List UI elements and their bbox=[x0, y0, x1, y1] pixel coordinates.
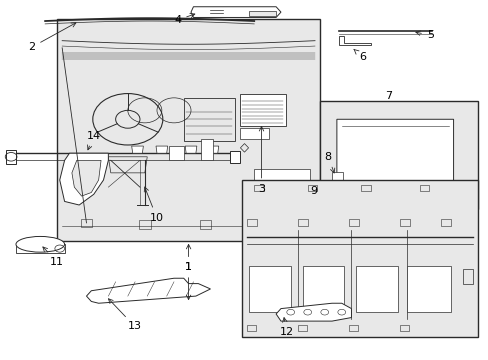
Bar bbox=[297, 219, 307, 226]
Bar bbox=[246, 325, 255, 331]
Bar bbox=[81, 219, 92, 227]
Bar bbox=[57, 19, 319, 241]
Bar bbox=[183, 98, 234, 141]
Bar bbox=[239, 128, 268, 139]
Polygon shape bbox=[249, 12, 276, 17]
Bar bbox=[297, 325, 306, 331]
Polygon shape bbox=[16, 244, 64, 253]
Bar bbox=[399, 325, 408, 331]
Bar bbox=[242, 180, 477, 337]
Polygon shape bbox=[131, 146, 143, 153]
Bar bbox=[169, 146, 183, 160]
Polygon shape bbox=[60, 153, 108, 205]
Bar bbox=[307, 185, 317, 191]
Text: 14: 14 bbox=[86, 131, 101, 150]
Bar bbox=[254, 185, 264, 191]
Text: 8: 8 bbox=[324, 152, 334, 173]
Ellipse shape bbox=[16, 237, 64, 252]
Polygon shape bbox=[156, 146, 167, 153]
Text: 4: 4 bbox=[174, 13, 194, 25]
Bar bbox=[348, 219, 358, 226]
Polygon shape bbox=[185, 146, 197, 153]
Bar bbox=[419, 185, 428, 191]
Polygon shape bbox=[86, 278, 210, 303]
Bar bbox=[356, 266, 397, 312]
Polygon shape bbox=[191, 7, 281, 18]
Text: 9: 9 bbox=[309, 186, 317, 196]
Bar bbox=[407, 266, 450, 312]
Bar bbox=[249, 266, 290, 312]
Bar bbox=[462, 269, 472, 284]
Polygon shape bbox=[72, 160, 101, 196]
Bar bbox=[319, 102, 477, 208]
Text: 5: 5 bbox=[415, 30, 433, 40]
Text: 2: 2 bbox=[28, 23, 76, 52]
Bar bbox=[331, 172, 342, 180]
Bar bbox=[348, 325, 357, 331]
Bar bbox=[239, 94, 285, 126]
Text: 7: 7 bbox=[385, 91, 392, 101]
Polygon shape bbox=[229, 151, 239, 163]
Text: 11: 11 bbox=[43, 247, 64, 267]
Polygon shape bbox=[206, 146, 218, 153]
Polygon shape bbox=[336, 119, 453, 196]
Bar bbox=[302, 266, 344, 312]
Text: 10: 10 bbox=[144, 187, 163, 222]
Bar bbox=[139, 220, 150, 229]
Bar bbox=[254, 169, 309, 234]
Text: 12: 12 bbox=[279, 318, 293, 337]
Text: 6: 6 bbox=[353, 49, 365, 62]
Bar bbox=[441, 219, 450, 226]
Polygon shape bbox=[6, 150, 16, 164]
Text: 1: 1 bbox=[184, 262, 192, 300]
Bar bbox=[201, 139, 212, 160]
Bar bbox=[200, 220, 211, 229]
Text: 3: 3 bbox=[258, 127, 264, 194]
Bar bbox=[331, 191, 339, 196]
Bar bbox=[246, 219, 256, 226]
Bar bbox=[361, 185, 370, 191]
Text: 1: 1 bbox=[184, 244, 192, 272]
Bar bbox=[399, 219, 409, 226]
Text: 13: 13 bbox=[108, 299, 142, 332]
Polygon shape bbox=[276, 303, 351, 321]
